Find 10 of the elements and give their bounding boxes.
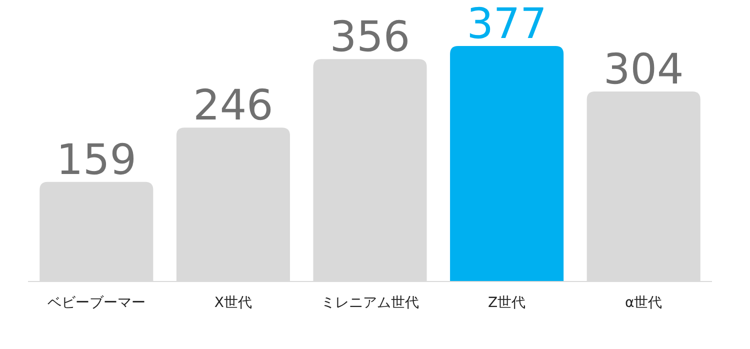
data-label: 377 bbox=[466, 0, 547, 48]
x-tick-label: ベビーブーマー bbox=[47, 295, 146, 311]
data-label: 159 bbox=[56, 134, 136, 184]
data-label: 246 bbox=[193, 80, 274, 130]
x-tick-label: X世代 bbox=[214, 295, 252, 311]
data-label: 356 bbox=[330, 12, 410, 62]
x-tick-label: Z世代 bbox=[488, 295, 526, 311]
x-tick-label: ミレニアム世代 bbox=[321, 295, 419, 311]
data-label: 304 bbox=[604, 44, 684, 94]
x-tick-label: α世代 bbox=[624, 295, 662, 311]
